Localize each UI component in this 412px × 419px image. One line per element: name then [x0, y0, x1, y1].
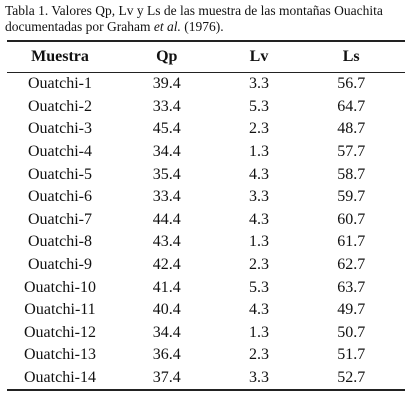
table-cell: Ouatchi-8 — [28, 233, 92, 251]
table-cell: 1.3 — [248, 233, 269, 251]
table-cell: 37.4 — [152, 369, 181, 387]
table-cell: 44.4 — [152, 210, 181, 228]
table-row: Ouatchi-13 36.4 2.3 51.7 — [7, 344, 405, 367]
table-cell: 40.4 — [152, 301, 181, 319]
table-cell: Ouatchi-10 — [24, 278, 96, 296]
table-row: Ouatchi-10 41.4 5.3 63.7 — [7, 276, 405, 299]
table-cell: 50.7 — [337, 323, 366, 341]
table-row: Ouatchi-1 39.4 3.3 56.7 — [7, 73, 405, 96]
table-cell: 43.4 — [152, 233, 181, 251]
table-cell: 49.7 — [337, 301, 366, 319]
table-cell: 34.4 — [152, 323, 181, 341]
table-cell: 35.4 — [152, 165, 181, 183]
table-cell: 52.7 — [337, 369, 366, 387]
table-cell: Ouatchi-13 — [24, 346, 96, 364]
table-cell: Ouatchi-4 — [28, 143, 92, 161]
table-cell: 48.7 — [337, 120, 366, 138]
table-cell: 56.7 — [337, 75, 366, 93]
table-row: Ouatchi-11 40.4 4.3 49.7 — [7, 299, 405, 322]
table-cell: 4.3 — [248, 301, 269, 319]
table-row: Ouatchi-6 33.4 3.3 59.7 — [7, 186, 405, 209]
table-cell: 63.7 — [337, 278, 366, 296]
table-cell: 1.3 — [248, 323, 269, 341]
table-cell: 5.3 — [248, 278, 269, 296]
caption-italic: et al. — [153, 19, 181, 34]
table-row: Ouatchi-8 43.4 1.3 61.7 — [7, 231, 405, 254]
table-row: Ouatchi-5 35.4 4.3 58.7 — [7, 163, 405, 186]
table-cell: 3.3 — [248, 369, 269, 387]
table-cell: 45.4 — [152, 120, 181, 138]
table-cell: Ouatchi-12 — [24, 323, 96, 341]
table-row: Ouatchi-14 37.4 3.3 52.7 — [7, 367, 405, 391]
table-cell: 4.3 — [248, 165, 269, 183]
table-cell: Ouatchi-14 — [24, 369, 96, 387]
table-cell: 3.3 — [248, 75, 269, 93]
table-body: Ouatchi-1 39.4 3.3 56.7 Ouatchi-2 33.4 5.3 64.7… — [7, 73, 405, 391]
table-cell: 1.3 — [248, 143, 269, 161]
table-cell: 4.3 — [248, 210, 269, 228]
table-cell: 59.7 — [337, 188, 366, 206]
column-header: Lv — [249, 48, 269, 65]
table-cell: 2.3 — [248, 346, 269, 364]
header-row: Muestra Qp Lv Ls — [7, 41, 405, 73]
table-cell: Ouatchi-6 — [28, 188, 92, 206]
table-cell: Ouatchi-9 — [28, 256, 92, 274]
table-cell: 3.3 — [248, 188, 269, 206]
table-row: Ouatchi-12 34.4 1.3 50.7 — [7, 322, 405, 345]
table-row: Ouatchi-3 45.4 2.3 48.7 — [7, 118, 405, 141]
table-cell: 57.7 — [337, 143, 366, 161]
table-cell: 5.3 — [248, 97, 269, 115]
table-cell: Ouatchi-3 — [28, 120, 92, 138]
table-cell: Ouatchi-5 — [28, 165, 92, 183]
table-row: Ouatchi-2 33.4 5.3 64.7 — [7, 96, 405, 119]
table-cell: 2.3 — [248, 120, 269, 138]
table-cell: 34.4 — [152, 143, 181, 161]
table-cell: Ouatchi-2 — [28, 97, 92, 115]
table-caption: Tabla 1. Valores Qp, Lv y Ls de las mues… — [5, 3, 407, 35]
table-row: Ouatchi-7 44.4 4.3 60.7 — [7, 209, 405, 232]
caption-text: (1976). — [180, 19, 224, 34]
table-cell: 61.7 — [337, 233, 366, 251]
table-cell: Ouatchi-7 — [28, 210, 92, 228]
table-cell: 62.7 — [337, 256, 366, 274]
table-cell: 33.4 — [152, 188, 181, 206]
table-cell: Ouatchi-1 — [28, 75, 92, 93]
table-row: Ouatchi-9 42.4 2.3 62.7 — [7, 254, 405, 277]
data-table: Muestra Qp Lv Ls Ouatchi-1 39.4 3.3 56.7 Ouatch… — [7, 40, 405, 391]
table-cell: 39.4 — [152, 75, 181, 93]
caption-text: Tabla 1. Valores Qp, Lv y Ls de las mues… — [5, 3, 383, 34]
table-cell: 58.7 — [337, 165, 366, 183]
column-header: Qp — [156, 48, 178, 65]
table-cell: 33.4 — [152, 97, 181, 115]
table-cell: 2.3 — [248, 256, 269, 274]
column-header: Muestra — [31, 48, 89, 65]
table-cell: 60.7 — [337, 210, 366, 228]
table-cell: 41.4 — [152, 278, 181, 296]
table-cell: 42.4 — [152, 256, 181, 274]
table-cell: Ouatchi-11 — [24, 301, 96, 319]
table-cell: 64.7 — [337, 97, 366, 115]
table-cell: 36.4 — [152, 346, 181, 364]
table-row: Ouatchi-4 34.4 1.3 57.7 — [7, 141, 405, 164]
table-cell: 51.7 — [337, 346, 366, 364]
column-header: Ls — [342, 48, 360, 65]
